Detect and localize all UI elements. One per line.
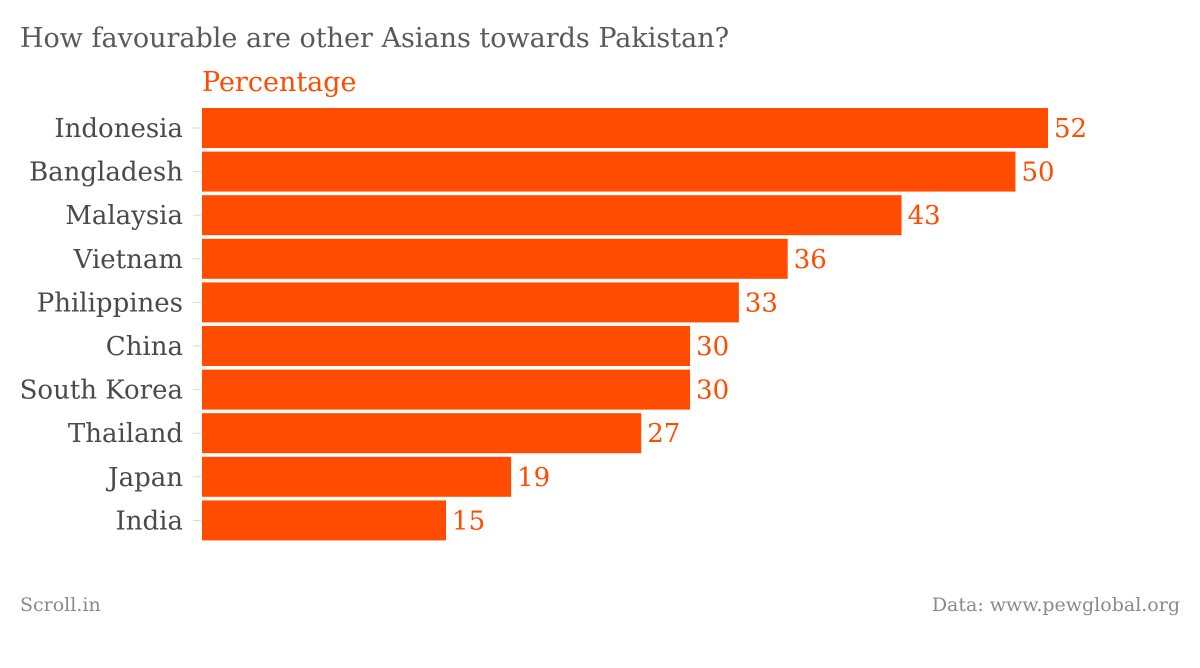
value-label: 43	[908, 201, 941, 231]
bar-india	[202, 500, 447, 541]
category-label: Thailand	[68, 419, 183, 449]
bar-thailand	[202, 413, 642, 454]
bar-malaysia	[202, 195, 902, 236]
category-label: Malaysia	[65, 201, 183, 231]
bar-philippines	[202, 282, 739, 323]
category-label: Indonesia	[54, 114, 183, 144]
series-label: Percentage	[202, 67, 357, 98]
category-label: Vietnam	[73, 245, 183, 275]
chart-title: How favourable are other Asians towards …	[20, 23, 729, 54]
bar-indonesia	[202, 108, 1048, 148]
value-label: 15	[452, 506, 485, 536]
value-label: 50	[1021, 158, 1054, 188]
category-label: China	[106, 332, 183, 362]
bar-china	[202, 326, 691, 366]
value-label: 33	[745, 288, 778, 318]
source-right: Data: www.pewglobal.org	[932, 594, 1180, 616]
bars-group: Indonesia 52 Bangladesh 50 Malaysia 43 Vietnam…	[20, 108, 1087, 541]
category-label: South Korea	[20, 376, 183, 406]
value-label: 30	[696, 332, 729, 362]
value-label: 52	[1054, 114, 1087, 144]
category-label: Japan	[105, 463, 183, 493]
value-label: 27	[647, 419, 680, 449]
bar-south-korea	[202, 369, 691, 410]
category-label: India	[116, 506, 183, 536]
category-label: Philippines	[37, 288, 183, 318]
value-label: 36	[794, 245, 827, 275]
category-label: Bangladesh	[29, 158, 183, 188]
source-left: Scroll.in	[20, 594, 101, 616]
value-label: 30	[696, 376, 729, 406]
bar-japan	[202, 456, 512, 497]
bar-vietnam	[202, 238, 788, 279]
value-label: 19	[517, 463, 550, 493]
bar-bangladesh	[202, 151, 1016, 192]
